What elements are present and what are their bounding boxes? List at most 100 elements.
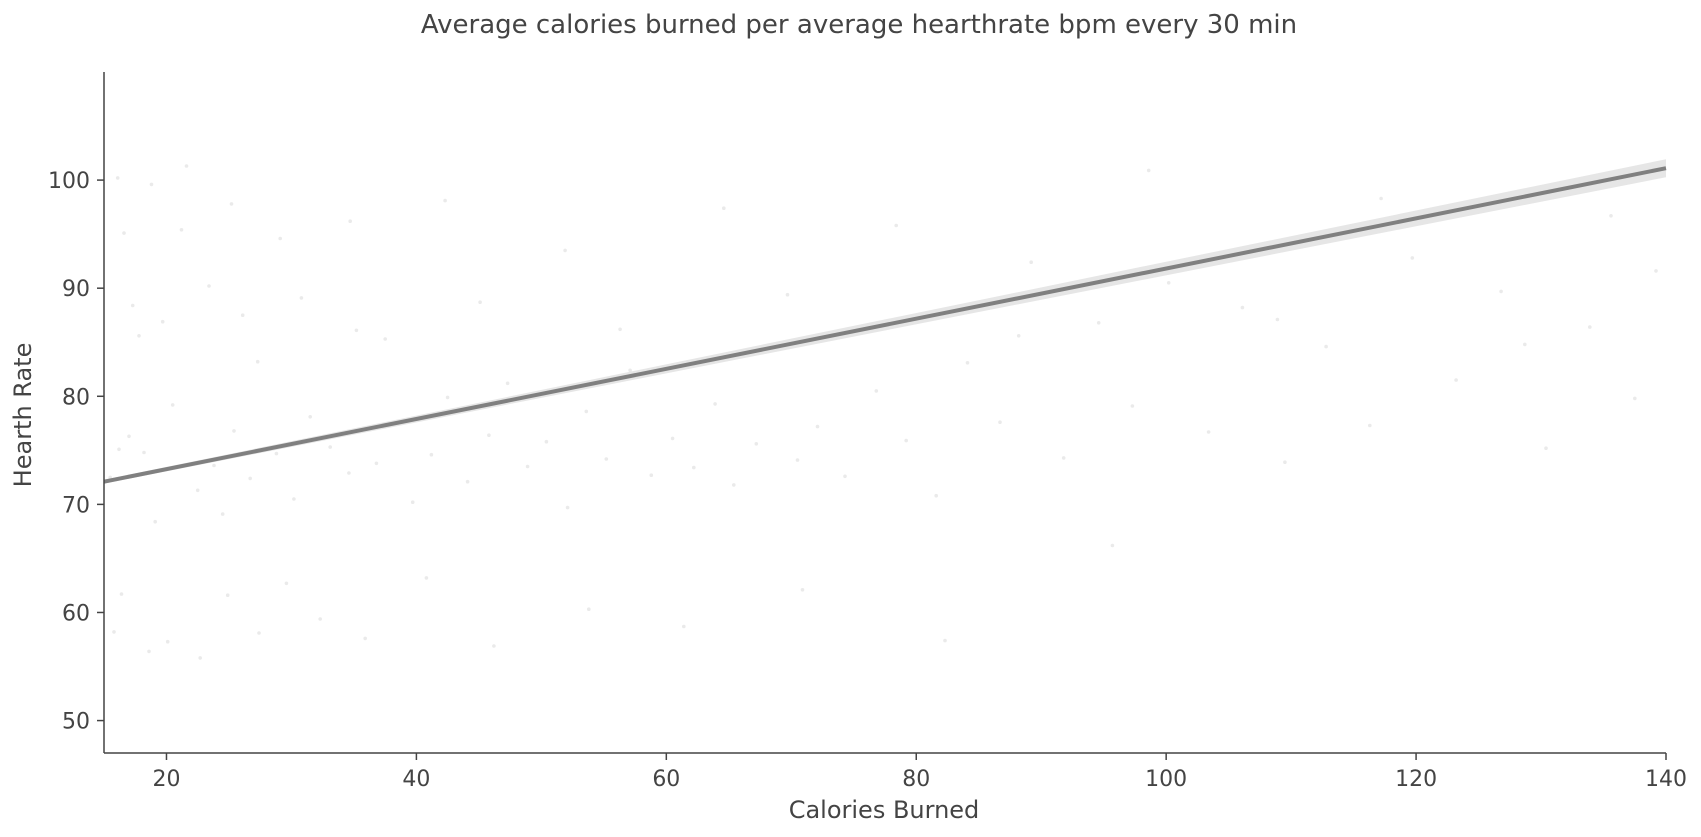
x-axis-ticks: 20 40 60 80 100 120 140 <box>152 753 1687 792</box>
scatter-point <box>127 434 131 439</box>
scatter-point <box>255 359 260 364</box>
scatter-point <box>1654 269 1658 273</box>
scatter-point <box>1454 378 1458 382</box>
y-tick-label: 50 <box>62 710 90 735</box>
y-tick-label: 70 <box>62 493 90 518</box>
scatter-point <box>934 493 938 498</box>
scatter-point <box>299 296 304 300</box>
scatter-point <box>722 206 726 210</box>
scatter-point <box>1061 456 1066 460</box>
scatter-point <box>170 403 175 407</box>
scatter-point <box>1588 325 1592 329</box>
x-tick-label: 100 <box>1145 767 1187 792</box>
scatter-point <box>894 223 898 228</box>
scatter-point <box>383 337 388 341</box>
x-tick-label: 40 <box>402 767 430 792</box>
y-tick-label: 90 <box>62 277 90 302</box>
scatter-point <box>1275 317 1280 322</box>
scatter-point <box>443 198 447 203</box>
scatter-point <box>429 452 434 457</box>
scatter-point <box>732 483 736 487</box>
scatter-point <box>229 202 234 206</box>
x-tick-label: 140 <box>1645 767 1687 792</box>
scatter-point <box>374 461 379 466</box>
scatter-point <box>142 450 146 455</box>
scatter-point <box>965 361 970 365</box>
scatter-point <box>754 442 759 446</box>
scatter-point <box>587 607 591 611</box>
scatter-point <box>628 368 632 373</box>
scatter-point <box>179 228 184 232</box>
scatter-point <box>478 300 482 305</box>
scatter-point <box>115 176 120 180</box>
scatter-point <box>153 519 157 524</box>
x-tick-label: 120 <box>1395 767 1437 792</box>
scatter-point <box>505 381 510 386</box>
scatter-point <box>1544 446 1548 451</box>
chart-title: Average calories burned per average hear… <box>421 10 1297 40</box>
scatter-point <box>785 292 790 297</box>
scatter-point <box>525 464 530 469</box>
scatter-point <box>1096 321 1101 325</box>
scatter-point <box>492 644 496 648</box>
scatter-point <box>257 631 261 635</box>
scatter-point <box>1110 543 1115 548</box>
scatter-point <box>130 303 135 308</box>
scatter-point <box>843 474 847 479</box>
y-tick-label: 60 <box>62 601 90 626</box>
x-axis-title: Calories Burned <box>789 796 980 824</box>
scatter-point <box>584 409 589 414</box>
scatter-point <box>1166 281 1171 285</box>
scatter-point <box>1379 196 1383 201</box>
scatter-point <box>1523 342 1527 347</box>
y-tick-label: 100 <box>48 169 90 194</box>
scatter-point <box>1029 260 1033 265</box>
scatter-point <box>363 636 368 641</box>
scatter-point <box>1206 430 1211 434</box>
scatter-point <box>122 231 126 235</box>
scatter-point <box>328 445 333 449</box>
scatter-point <box>795 458 800 462</box>
scatter-point <box>943 638 947 643</box>
scatter-point <box>207 284 211 288</box>
scatter-points-layer <box>108 164 1658 660</box>
scatter-point <box>445 395 450 400</box>
scatter-point <box>198 656 202 660</box>
scatter-point <box>220 512 225 516</box>
scatter-point <box>424 576 429 580</box>
scatter-point <box>618 327 622 332</box>
scatter-point <box>1016 334 1021 338</box>
scatter-point <box>147 649 151 654</box>
x-tick-label: 80 <box>902 767 930 792</box>
scatter-point <box>1410 256 1415 260</box>
scatter-point <box>713 402 717 406</box>
scatter-point <box>874 389 879 393</box>
y-tick-label: 80 <box>62 385 90 410</box>
scatter-point <box>1609 214 1613 218</box>
scatter-point <box>800 588 805 592</box>
scatter-point <box>692 465 696 470</box>
regression-line <box>103 166 1667 484</box>
x-tick-label: 20 <box>152 767 180 792</box>
y-axis-title: Hearth Rate <box>9 343 37 488</box>
scatter-point <box>278 236 283 241</box>
scatter-point <box>112 630 116 634</box>
scatter-point <box>649 473 654 478</box>
scatter-point <box>137 334 141 338</box>
scatter-point <box>998 420 1002 425</box>
scatter-point <box>308 415 313 419</box>
scatter-point <box>117 447 121 452</box>
scatter-point <box>1499 289 1503 294</box>
scatter-point <box>565 505 570 510</box>
scatter-point <box>670 436 675 441</box>
scatter-point <box>348 219 353 223</box>
scatter-point <box>1368 423 1372 428</box>
scatter-point <box>225 593 230 597</box>
scatter-point <box>212 463 216 468</box>
y-axis-ticks: 50 60 70 80 90 100 <box>48 169 104 735</box>
scatter-point <box>149 182 154 187</box>
scatter-point <box>292 497 296 501</box>
scatter-point <box>274 451 279 456</box>
